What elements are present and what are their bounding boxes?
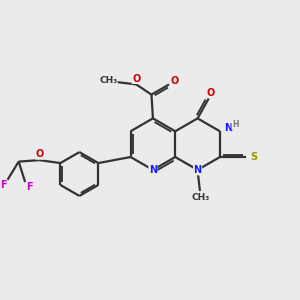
Text: O: O xyxy=(132,74,140,84)
Text: O: O xyxy=(171,76,179,86)
Text: S: S xyxy=(250,152,257,162)
Text: O: O xyxy=(207,88,215,98)
Text: CH₃: CH₃ xyxy=(99,76,117,85)
Text: F: F xyxy=(0,180,7,190)
Text: H: H xyxy=(232,120,238,129)
Text: F: F xyxy=(26,182,33,192)
Text: CH₃: CH₃ xyxy=(191,193,210,202)
Text: N: N xyxy=(194,165,202,175)
Text: N: N xyxy=(224,123,232,133)
Text: N: N xyxy=(149,165,157,175)
Text: O: O xyxy=(36,149,44,159)
